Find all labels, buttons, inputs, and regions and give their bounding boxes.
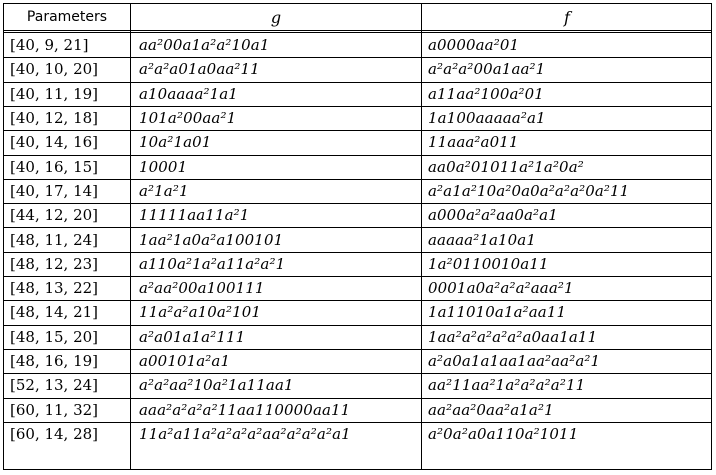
cell-f: a²0a²a0a110a²1011 — [428, 424, 579, 443]
cell-f: aa0a²01011a²1a²0a² — [428, 157, 584, 176]
cell-f: a²a²a²00a1aa²1 — [428, 60, 546, 79]
cell-parameters: [60, 14, 28] — [10, 424, 99, 443]
cell-g: 10001 — [139, 157, 188, 176]
parameters-table: Parameters g f [40, 9, 21] aa²00a1a²a²10a… — [3, 3, 712, 470]
row-divider — [4, 324, 711, 326]
cell-f: 0001a0a²a²a²aaa²1 — [428, 279, 574, 298]
cell-g: 11a²a²a10a²101 — [139, 303, 262, 322]
table-header-row: Parameters g f — [4, 4, 711, 31]
row-divider — [4, 397, 711, 399]
table-row: [48, 15, 20] a²a01a1a²111 1aa²a²a²a²a²a0aa… — [4, 325, 711, 349]
cell-parameters: [52, 13, 24] — [10, 376, 99, 395]
cell-g: 11111aa11a²1 — [139, 206, 250, 225]
row-divider — [4, 178, 711, 180]
cell-parameters: [60, 11, 32] — [10, 400, 99, 419]
cell-g: a110a²1a²a11a²a²1 — [139, 254, 286, 273]
row-divider — [4, 348, 711, 350]
row-divider — [4, 154, 711, 156]
cell-parameters: [48, 14, 21] — [10, 303, 99, 322]
table-row: [48, 16, 19] a00101a²a1 a²a0a1a1aa1aa²aa²a… — [4, 349, 711, 373]
cell-parameters: [48, 11, 24] — [10, 230, 99, 249]
cell-parameters: [40, 10, 20] — [10, 60, 99, 79]
table-row: [44, 12, 20] 11111aa11a²1 a000a²a²aa0a²a1 — [4, 203, 711, 227]
table-row: [40, 10, 20] a²a²a01a0aa²11 a²a²a²00a1aa²1 — [4, 57, 711, 81]
cell-f: 1a²0110010a11 — [428, 254, 549, 273]
cell-g: aa²00a1a²a²10a1 — [139, 36, 270, 55]
table-row: [52, 13, 24] a²a²aa²10a²1a11aa1 aa²11aa²1a… — [4, 373, 711, 397]
cell-parameters: [48, 16, 19] — [10, 352, 99, 371]
row-divider — [4, 130, 711, 132]
cell-g: a²1a²1 — [139, 181, 189, 200]
cell-f: aa²aa²0aa²a1a²1 — [428, 400, 554, 419]
cell-f: aa²11aa²1a²a²a²a²11 — [428, 376, 586, 395]
cell-parameters: [40, 17, 14] — [10, 181, 99, 200]
table-row: [40, 16, 15] 10001 aa0a²01011a²1a²0a² — [4, 155, 711, 179]
header-f: f — [564, 7, 570, 27]
row-divider — [4, 227, 711, 229]
row-divider — [4, 421, 711, 423]
cell-g: a²a²aa²10a²1a11aa1 — [139, 376, 294, 395]
cell-parameters: [40, 9, 21] — [10, 36, 89, 55]
header-parameters: Parameters — [26, 9, 108, 25]
cell-parameters: [44, 12, 20] — [10, 206, 99, 225]
cell-g: 11a²a11a²a²a²a²aa²a²a²a²a1 — [139, 424, 351, 443]
cell-f: 11aaa²a011 — [428, 133, 519, 152]
row-divider — [4, 203, 711, 205]
cell-g: 10a²1a01 — [139, 133, 212, 152]
cell-f: a²a1a²10a²0a0a²a²a²0a²11 — [428, 181, 630, 200]
table-row: [48, 11, 24] 1aa²1a0a²a100101 aaaaa²1a10a1 — [4, 227, 711, 251]
table-row: [40, 17, 14] a²1a²1 a²a1a²10a²0a0a²a²a²0a²… — [4, 179, 711, 203]
row-divider — [4, 373, 711, 375]
cell-f: a000a²a²aa0a²a1 — [428, 206, 558, 225]
cell-parameters: [40, 11, 19] — [10, 84, 99, 103]
table-row: [40, 11, 19] a10aaaa²1a1 a11aa²100a²01 — [4, 82, 711, 106]
table-row: [40, 14, 16] 10a²1a01 11aaa²a011 — [4, 130, 711, 154]
table-row: [48, 13, 22] a²aa²00a100111 0001a0a²a²a²aa… — [4, 276, 711, 300]
cell-f: 1aa²a²a²a²a²a0aa1a11 — [428, 327, 598, 346]
cell-f: a11aa²100a²01 — [428, 84, 544, 103]
cell-g: a²a01a1a²111 — [139, 327, 246, 346]
cell-parameters: [48, 13, 22] — [10, 279, 99, 298]
table-row: [60, 14, 28] 11a²a11a²a²a²a²aa²a²a²a²a1 a²… — [4, 422, 711, 446]
table-row: [60, 11, 32] aaa²a²a²a²11aa110000aa11 aa²a… — [4, 398, 711, 422]
table-row: [48, 12, 23] a110a²1a²a11a²a²1 1a²0110010a… — [4, 252, 711, 276]
row-divider — [4, 81, 711, 83]
row-divider — [4, 300, 711, 302]
cell-f: 1a100aaaaa²a1 — [428, 109, 546, 128]
table-row: [40, 9, 21] aa²00a1a²a²10a1 a0000aa²01 — [4, 33, 711, 57]
column-divider — [130, 4, 131, 469]
header-g: g — [270, 7, 282, 27]
cell-parameters: [40, 12, 18] — [10, 109, 99, 128]
cell-f: aaaaa²1a10a1 — [428, 230, 536, 249]
cell-parameters: [48, 12, 23] — [10, 254, 99, 273]
row-divider — [4, 251, 711, 253]
cell-g: aaa²a²a²a²11aa110000aa11 — [139, 400, 351, 419]
cell-g: a²a²a01a0aa²11 — [139, 60, 260, 79]
header-double-rule — [4, 32, 711, 33]
cell-g: a00101a²a1 — [139, 352, 231, 371]
column-divider — [421, 4, 422, 469]
cell-g: a²aa²00a100111 — [139, 279, 265, 298]
table-row: [48, 14, 21] 11a²a²a10a²101 1a11010a1a²aa1… — [4, 300, 711, 324]
cell-parameters: [40, 16, 15] — [10, 157, 99, 176]
cell-g: 1aa²1a0a²a100101 — [139, 230, 284, 249]
cell-parameters: [48, 15, 20] — [10, 327, 99, 346]
cell-parameters: [40, 14, 16] — [10, 133, 99, 152]
row-divider — [4, 57, 711, 59]
row-divider — [4, 105, 711, 107]
cell-f: 1a11010a1a²aa11 — [428, 303, 567, 322]
table-row: [40, 12, 18] 101a²00aa²1 1a100aaaaa²a1 — [4, 106, 711, 130]
cell-g: 101a²00aa²1 — [139, 109, 237, 128]
cell-f: a0000aa²01 — [428, 36, 520, 55]
cell-g: a10aaaa²1a1 — [139, 84, 238, 103]
row-divider — [4, 276, 711, 277]
cell-f: a²a0a1a1aa1aa²aa²a²1 — [428, 352, 601, 371]
